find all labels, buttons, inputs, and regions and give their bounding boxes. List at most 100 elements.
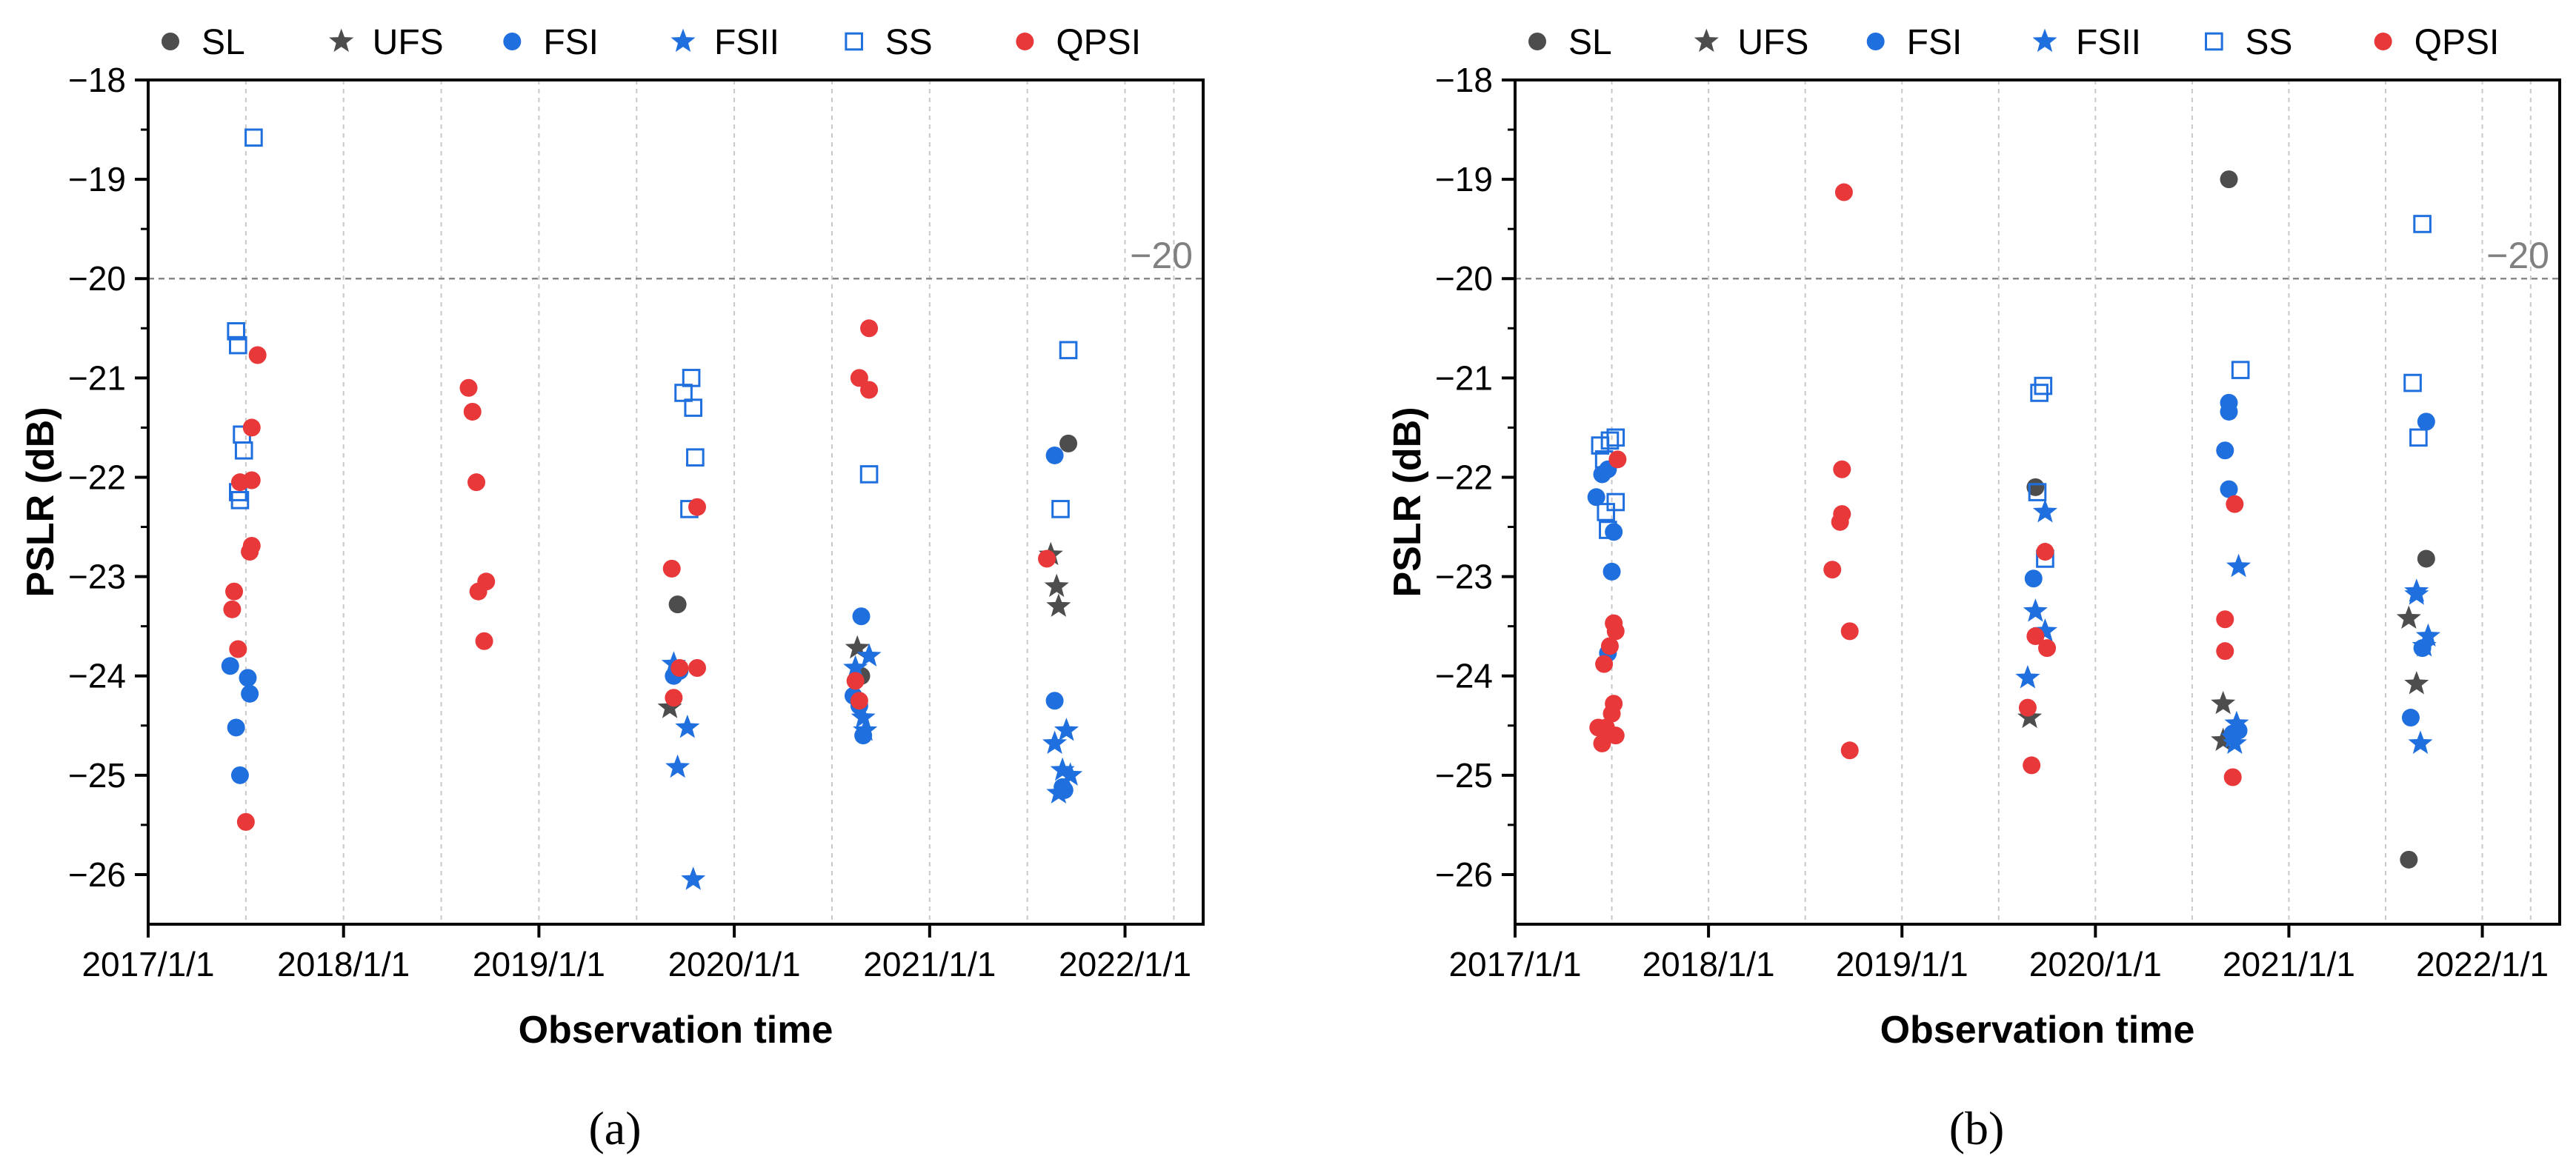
point-b-qpsi-6: [1606, 622, 1625, 641]
x-tick-label-a-5: 2022/1/1: [1059, 945, 1191, 983]
point-b-qpsi-22: [2038, 639, 2057, 658]
y-tick-label-a-4: −22: [68, 458, 126, 496]
point-a-ss-14: [1059, 341, 1078, 360]
point-b-qpsi-9: [1602, 704, 1621, 723]
legend-label-b-ss: SS: [2245, 23, 2292, 62]
point-b-ss-13: [2409, 428, 2428, 447]
y-tick-label-b-4: −22: [1435, 458, 1493, 496]
legend-label-a-ufs: UFS: [373, 23, 444, 62]
y-tick-label-a-1: −25: [68, 756, 126, 795]
x-tick-label-b-3: 2020/1/1: [2029, 945, 2162, 983]
point-b-ss-7: [2028, 483, 2047, 501]
point-a-qpsi-15: [477, 572, 496, 591]
point-a-qpsi-11: [463, 402, 482, 421]
point-a-ss-6: [244, 128, 263, 147]
point-a-qpsi-22: [850, 692, 868, 710]
point-b-qpsi-16: [1834, 183, 1853, 201]
x-tick-label-a-2: 2019/1/1: [473, 945, 605, 983]
point-a-qpsi-9: [248, 346, 267, 364]
point-b-fsii-2: [2032, 499, 2057, 523]
point-a-qpsi-0: [225, 582, 244, 601]
legend-label-b-sl: SL: [1568, 23, 1612, 62]
legend-marker-a-fsii: [670, 28, 696, 53]
point-b-qpsi-15: [1840, 622, 1859, 641]
point-b-fsi-10: [2220, 480, 2238, 498]
point-b-ss-2: [1597, 503, 1616, 521]
x-tick-label-b-0: 2017/1/1: [1448, 945, 1581, 983]
x-tick-label-a-0: 2017/1/1: [81, 945, 214, 983]
point-a-sl-2: [1059, 434, 1078, 452]
point-a-ss-0: [227, 322, 245, 341]
point-b-ufs-2: [2211, 727, 2236, 751]
point-a-qpsi-19: [688, 658, 707, 677]
point-b-fsi-7: [2216, 441, 2234, 460]
point-a-qpsi-26: [1038, 549, 1056, 568]
point-a-qpsi-14: [475, 632, 493, 650]
point-b-ufs-4: [2404, 671, 2429, 695]
point-a-qpsi-10: [459, 378, 478, 397]
point-b-qpsi-23: [2216, 610, 2234, 629]
point-b-qpsi-4: [1600, 637, 1619, 655]
legend-marker-a-qpsi: [1016, 33, 1034, 50]
y-tick-label-b-6: −20: [1435, 259, 1493, 298]
point-b-fsii-6: [2226, 553, 2251, 578]
point-a-fsii-9: [1046, 780, 1071, 804]
y-tick-label-b-0: −26: [1435, 855, 1493, 894]
point-b-qpsi-24: [2216, 642, 2234, 661]
point-a-qpsi-12: [467, 473, 486, 492]
y-tick-label-a-8: −18: [68, 61, 126, 99]
legend-marker-a-ss: [845, 32, 863, 51]
point-b-qpsi-10: [1606, 726, 1625, 745]
point-b-fsii-10: [2408, 730, 2433, 754]
point-a-ss-8: [682, 369, 701, 387]
point-b-fsii-5: [2224, 710, 2249, 735]
y-axis-title-a: PSLR (dB): [19, 407, 62, 597]
point-b-fsi-13: [2401, 709, 2420, 727]
point-b-qpsi-1: [1593, 734, 1611, 752]
point-b-ss-14: [2413, 215, 2432, 233]
y-tick-label-b-7: −19: [1435, 160, 1493, 198]
point-a-ss-12: [859, 465, 879, 484]
legend-label-b-fsii: FSII: [2076, 23, 2141, 62]
point-a-qpsi-18: [670, 658, 689, 677]
legend-label-b-fsi: FSI: [1907, 23, 1963, 62]
point-b-qpsi-13: [1833, 460, 1851, 478]
chart-panel-b: −20 −26 −25 −24 −23 −22 −21 −20 −19 −18 2017/1/1 20…: [1386, 23, 2561, 1052]
point-b-sl-0: [2026, 478, 2045, 496]
panel-label-b: (b): [1949, 1102, 2005, 1155]
point-b-ss-3: [1599, 521, 1617, 539]
legend-label-a-qpsi: QPSI: [1056, 23, 1141, 62]
point-a-fsii-4: [843, 655, 868, 679]
point-a-fsii-12: [1058, 762, 1083, 786]
point-a-ss-1: [229, 335, 247, 355]
panel-label-a: (a): [588, 1102, 641, 1155]
point-a-fsii-6: [856, 643, 882, 666]
point-b-ufs-0: [2017, 704, 2043, 729]
y-tick-label-b-5: −21: [1435, 358, 1493, 397]
point-a-qpsi-25: [860, 319, 879, 338]
point-b-fsi-4: [1602, 562, 1621, 581]
point-b-fsi-6: [2024, 569, 2043, 588]
legend-label-b-qpsi: QPSI: [2414, 23, 2500, 62]
point-a-fsii-2: [675, 715, 700, 738]
point-a-ufs-4: [1046, 593, 1071, 617]
point-b-fsii-0: [2015, 665, 2040, 689]
point-a-qpsi-6: [242, 418, 261, 437]
legend-label-a-sl: SL: [202, 23, 245, 62]
y-tick-label-a-3: −23: [68, 558, 126, 596]
legend-label-b-ufs: UFS: [1737, 23, 1808, 62]
point-b-qpsi-21: [2036, 543, 2054, 561]
y-tick-label-a-7: −19: [68, 160, 126, 198]
point-a-fsi-4: [241, 684, 259, 703]
plot-frame-b: [1514, 78, 2561, 926]
x-axis-title-b: Observation time: [1880, 1009, 2195, 1052]
point-a-qpsi-4: [236, 812, 255, 831]
y-tick-label-a-0: −26: [68, 855, 126, 894]
point-b-ss-11: [2231, 361, 2250, 379]
x-tick-label-b-5: 2022/1/1: [2416, 945, 2549, 983]
point-a-fsi-12: [1045, 692, 1064, 710]
y-tick-label-b-8: −18: [1435, 61, 1493, 99]
y-tick-label-b-3: −23: [1435, 558, 1493, 596]
x-tick-label-a-4: 2021/1/1: [863, 945, 996, 983]
point-b-fsi-14: [2417, 412, 2435, 431]
